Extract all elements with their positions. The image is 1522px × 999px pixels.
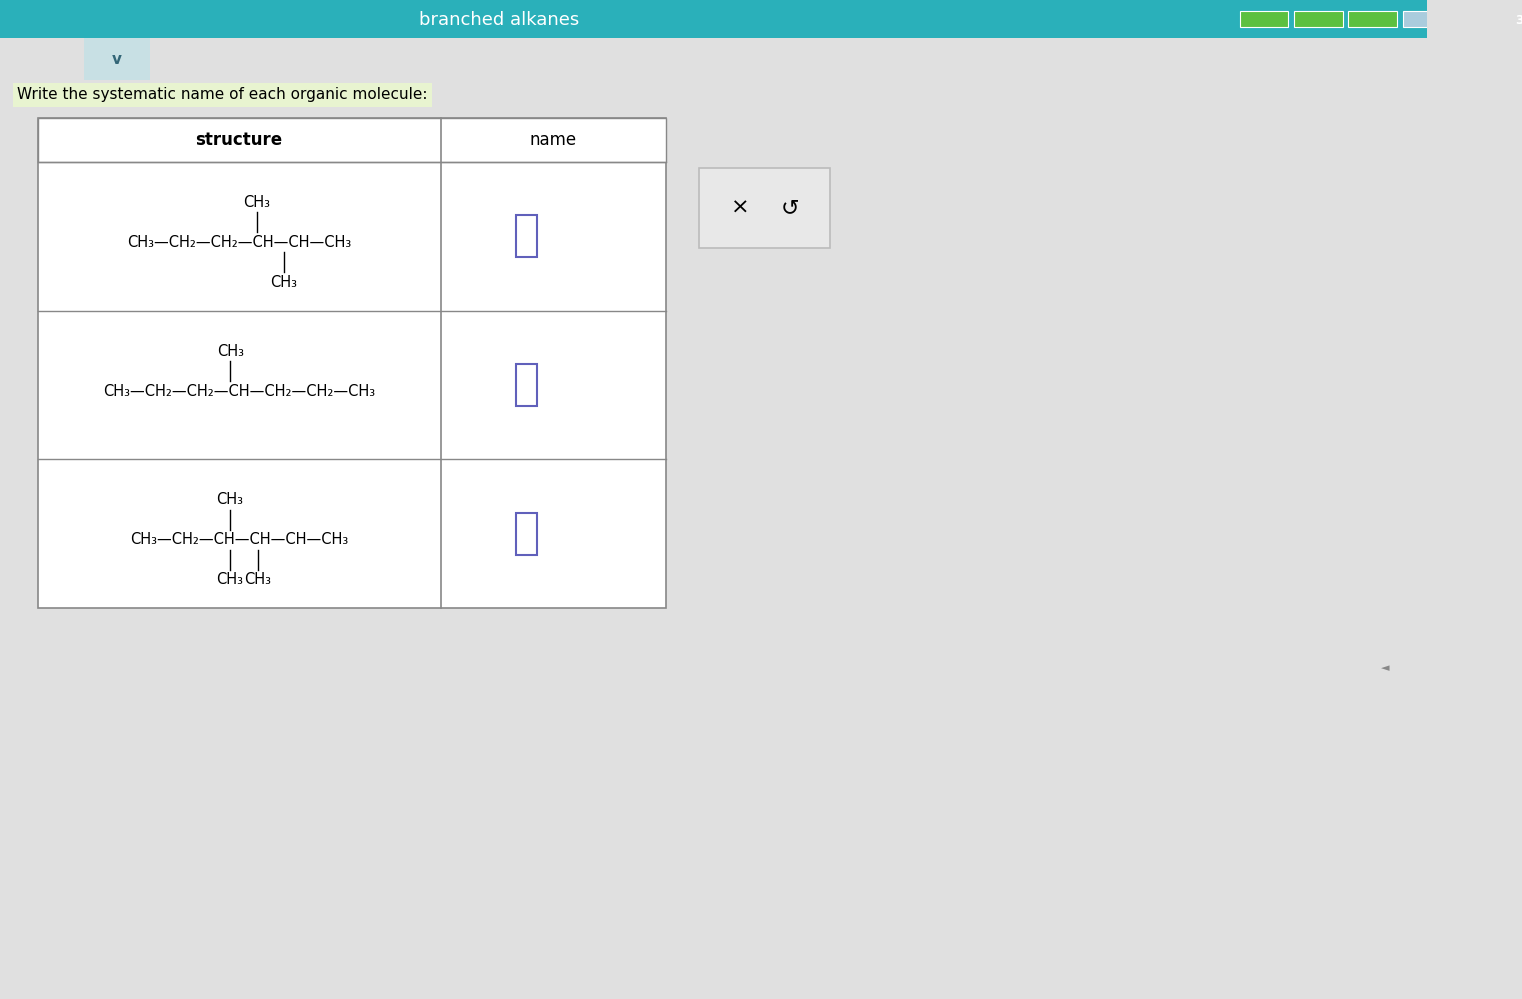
Text: v: v xyxy=(113,53,122,68)
Text: CH₃: CH₃ xyxy=(216,493,244,507)
Bar xyxy=(84,38,151,80)
Text: CH₃: CH₃ xyxy=(244,195,271,210)
Bar xyxy=(1239,11,1289,27)
Text: structure: structure xyxy=(195,131,283,149)
Bar xyxy=(516,512,537,554)
Text: 3/5: 3/5 xyxy=(1516,13,1522,26)
Text: CH₃: CH₃ xyxy=(245,572,271,587)
Text: CH₃: CH₃ xyxy=(216,572,244,587)
Bar xyxy=(38,118,665,608)
Bar xyxy=(1403,11,1452,27)
Text: branched alkanes: branched alkanes xyxy=(420,11,580,29)
Bar xyxy=(1348,11,1397,27)
Text: CH₃—CH₂—CH₂—CH—CH₂—CH₂—CH₃: CH₃—CH₂—CH₂—CH—CH₂—CH₂—CH₃ xyxy=(103,384,374,399)
Text: Write the systematic name of each organic molecule:: Write the systematic name of each organi… xyxy=(17,88,428,103)
Text: CH₃—CH₂—CH₂—CH—CH—CH₃: CH₃—CH₂—CH₂—CH—CH—CH₃ xyxy=(126,235,352,250)
Bar xyxy=(516,216,537,258)
Bar xyxy=(38,118,665,162)
Text: CH₃: CH₃ xyxy=(218,344,244,359)
Bar xyxy=(516,364,537,406)
Text: ×: × xyxy=(731,198,750,218)
Text: ↺: ↺ xyxy=(781,198,799,218)
Text: CH₃—CH₂—CH—CH—CH—CH₃: CH₃—CH₂—CH—CH—CH—CH₃ xyxy=(129,532,349,547)
Text: ◄: ◄ xyxy=(1380,663,1390,673)
Bar xyxy=(1457,11,1505,27)
Text: name: name xyxy=(530,131,577,149)
Bar xyxy=(699,168,829,248)
Bar xyxy=(1294,11,1342,27)
Text: CH₃: CH₃ xyxy=(271,275,297,290)
Bar xyxy=(0,0,1428,38)
